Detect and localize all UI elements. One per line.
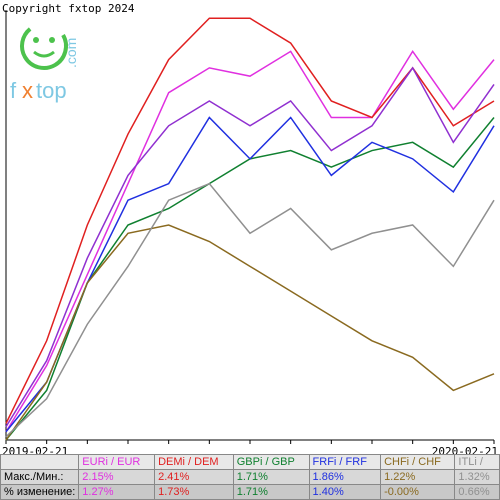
pair-cell: DEMi / DEM [155, 455, 234, 470]
pair-cell: CHFi / CHF [381, 455, 455, 470]
max-cell: 2.15% [79, 470, 155, 485]
pair-cell: GBPi / GBP [233, 455, 309, 470]
row-label [1, 455, 79, 470]
row-label: % изменение: [1, 485, 79, 500]
chg-cell: -0.00% [381, 485, 455, 500]
chg-cell: 1.71% [233, 485, 309, 500]
line-chart [0, 0, 500, 445]
chg-cell: 0.66% [455, 485, 500, 500]
max-cell: 1.32% [455, 470, 500, 485]
pair-cell: ITLi / [455, 455, 500, 470]
chg-cell: 1.40% [309, 485, 381, 500]
max-cell: 1.22% [381, 470, 455, 485]
pair-cell: EURi / EUR [79, 455, 155, 470]
chg-cell: 1.27% [79, 485, 155, 500]
pair-cell: FRFi / FRF [309, 455, 381, 470]
max-cell: 1.71% [233, 470, 309, 485]
max-cell: 2.41% [155, 470, 234, 485]
row-label: Макс./Мин.: [1, 470, 79, 485]
max-cell: 1.86% [309, 470, 381, 485]
legend-table: EURi / EURDEMi / DEMGBPi / GBPFRFi / FRF… [0, 454, 500, 500]
chg-cell: 1.73% [155, 485, 234, 500]
